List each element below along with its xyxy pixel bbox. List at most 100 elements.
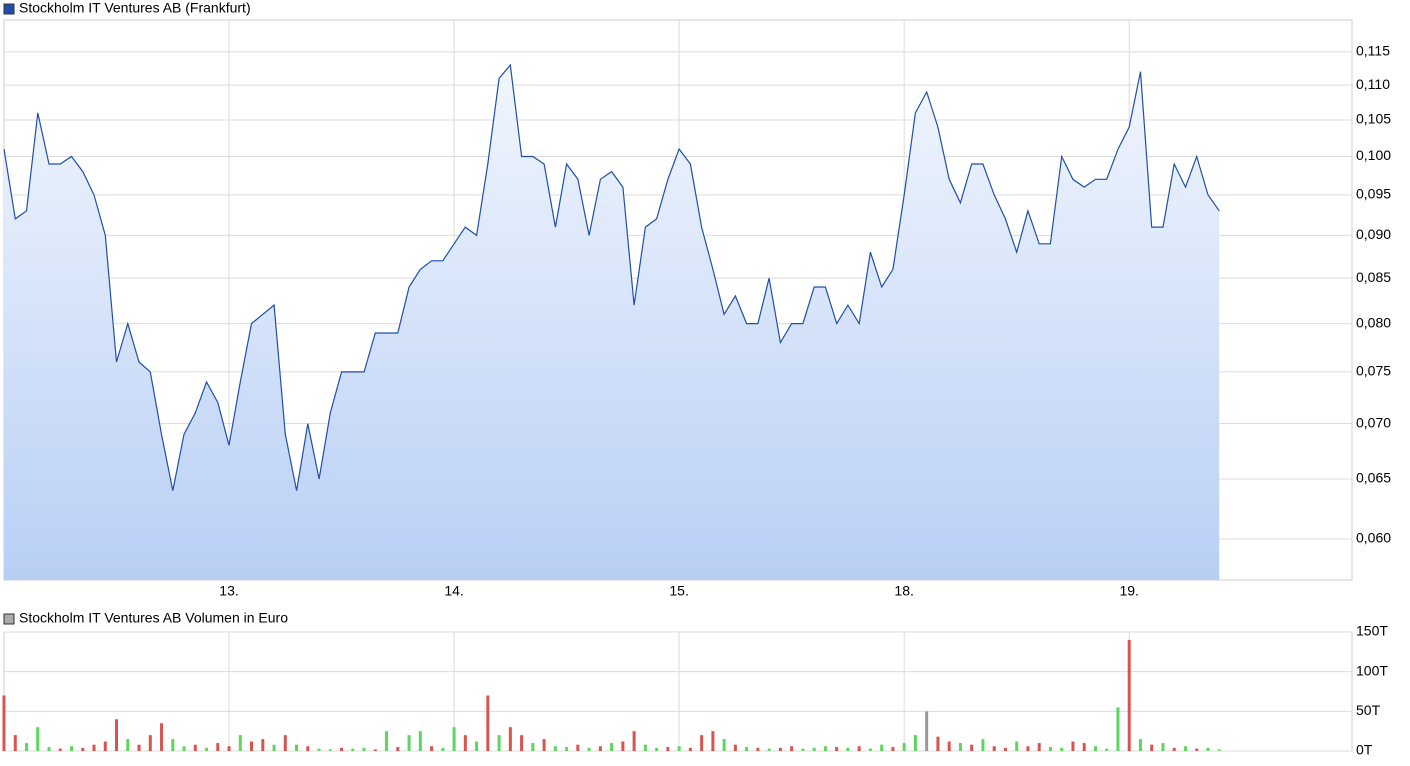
volume-bar [216,743,220,751]
volume-bar [868,748,872,751]
volume-bar [643,744,647,751]
volume-bar [13,735,17,751]
volume-bar [598,746,602,751]
volume-bar [351,748,355,751]
volume-bar [857,746,861,751]
y-tick-label: 0,065 [1356,470,1391,486]
volume-bar [373,749,377,751]
volume-bar [700,735,704,751]
volume-bar [790,746,794,751]
y-tick-label: 150T [1356,623,1388,639]
y-tick-label: 50T [1356,702,1381,718]
volume-bar [688,747,692,751]
volume-bar [542,739,546,751]
volume-bar [1048,747,1052,751]
volume-bar [1127,639,1131,751]
volume-bar [1060,747,1064,751]
volume-bar [160,723,164,751]
price-area [4,65,1220,580]
volume-bar [396,747,400,751]
volume-bar [137,744,141,751]
volume-bar [148,735,152,751]
volume-bar [891,747,895,751]
y-tick-label: 100T [1356,662,1388,678]
volume-bar [47,747,51,751]
volume-bar [1037,743,1041,751]
volume-bar [1082,743,1086,751]
volume-bar [25,743,29,751]
y-tick-label: 0,075 [1356,363,1391,379]
volume-bar [58,748,62,751]
volume-bar [250,741,254,751]
volume-bar [610,743,614,751]
volume-bar [587,747,591,751]
volume-bar [1206,747,1210,751]
volume-bar [632,731,636,751]
volume-bar [958,743,962,751]
volume-bar [193,744,197,751]
legend-label: Stockholm IT Ventures AB Volumen in Euro [19,610,288,626]
volume-bar [295,744,299,751]
volume-bar [520,735,524,751]
volume-bar [913,735,917,751]
volume-bar [576,744,580,751]
price-line [3,63,1220,491]
volume-bar [126,739,130,751]
x-tick-label: 18. [894,583,913,599]
volume-bar [970,744,974,751]
volume-bar [115,719,119,751]
volume-bar [328,749,332,751]
y-tick-label: 0,115 [1356,43,1390,59]
y-tick-label: 0,060 [1356,530,1391,546]
volume-bar [81,747,85,751]
volume-bar [430,746,434,751]
volume-bar [497,735,501,751]
legend-swatch [3,3,15,15]
volume-bar [36,727,40,751]
volume-bar [452,727,456,751]
volume-bar [182,746,186,751]
volume-bar [722,739,726,751]
volume-bar [1071,741,1075,751]
y-tick-label: 0,080 [1356,314,1391,330]
volume-bar [407,735,411,751]
volume-bar [767,748,771,751]
volume-bar [992,746,996,751]
volume-bar [925,711,929,751]
x-tick-label: 13. [219,583,238,599]
volume-bar [385,731,389,751]
volume-bar [70,746,74,751]
volume-bar [103,741,107,751]
volume-bar [778,747,782,751]
volume-bar [317,748,321,751]
volume-bar [812,747,816,751]
y-tick-label: 0,110 [1356,76,1390,92]
volume-bar [508,727,512,751]
y-tick-label: 0,095 [1356,186,1391,202]
volume-bar [621,741,625,751]
volume-bar [1195,748,1199,751]
volume-bar [531,743,535,751]
volume-bar [261,739,265,751]
y-tick-label: 0,085 [1356,269,1391,285]
volume-bar [655,747,659,751]
volume-bar [801,748,805,751]
legend-swatch [3,613,15,625]
volume-bar [1116,707,1120,751]
volume-bar [1217,749,1221,751]
volume-bar [711,731,715,751]
volume-bar [1183,746,1187,751]
volume-bar [1138,739,1142,751]
volume-bar [745,747,749,751]
volume-bar [418,731,422,751]
y-tick-label: 0,105 [1356,111,1391,127]
volume-bar [880,744,884,751]
y-tick-label: 0,100 [1356,147,1391,163]
volume-bar [227,746,231,751]
volume-bar [666,747,670,751]
volume-bar [238,735,242,751]
volume-bar [835,747,839,751]
x-tick-label: 19. [1119,583,1138,599]
volume-bar [272,744,276,751]
